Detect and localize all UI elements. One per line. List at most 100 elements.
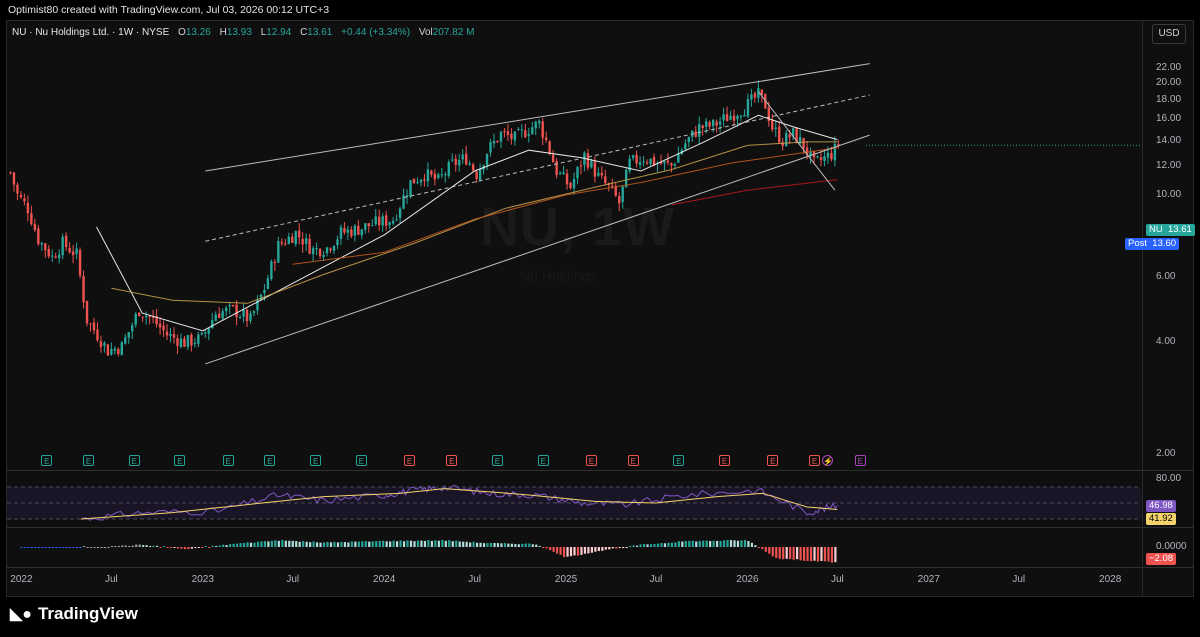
macd-histogram-bar <box>169 547 173 548</box>
earnings-icon[interactable]: E <box>673 455 685 466</box>
candle-body <box>378 216 381 226</box>
candle-body <box>475 171 478 180</box>
bolt-icon[interactable]: ⚡ <box>821 455 833 466</box>
macd-histogram-bar <box>347 542 350 547</box>
earnings-icon[interactable]: E <box>310 455 322 466</box>
macd-histogram-bar <box>500 543 503 547</box>
future-earnings-icon[interactable]: E <box>854 455 866 466</box>
candle-body <box>329 248 332 251</box>
macd-histogram-bar <box>305 541 308 547</box>
legend-symbol[interactable]: NU · Nu Holdings Ltd. · 1W · NYSE <box>12 27 170 38</box>
macd-histogram-bar <box>448 540 451 547</box>
candle-body <box>437 174 440 178</box>
candle-body <box>318 248 322 257</box>
candle-body <box>106 344 110 356</box>
candle-body <box>162 325 165 331</box>
earnings-icon[interactable]: E <box>83 455 95 466</box>
macd-histogram-bar <box>559 547 562 555</box>
macd-histogram-bar <box>336 542 340 547</box>
candle-body <box>381 216 384 226</box>
macd-histogram-bar <box>322 542 326 547</box>
macd-histogram-bar <box>385 541 388 547</box>
macd-histogram-bar <box>114 546 117 547</box>
candle-body <box>562 172 565 175</box>
time-axis-label: Jul <box>286 574 300 585</box>
rsi-pane-separator[interactable] <box>6 470 1194 471</box>
macd-histogram-bar <box>517 544 520 547</box>
macd-histogram-bar <box>528 543 531 547</box>
macd-histogram-bar <box>597 547 600 552</box>
macd-histogram-bar <box>58 547 61 548</box>
earnings-icon[interactable]: E <box>446 455 458 466</box>
macd-histogram-bar <box>281 539 284 547</box>
macd-histogram-bar <box>622 547 625 548</box>
candle-body <box>819 157 823 161</box>
earnings-icon[interactable]: E <box>719 455 731 466</box>
nu-badge-value: 13.61 <box>1168 224 1192 235</box>
macd-histogram-bar <box>789 547 792 560</box>
macd-histogram-bar <box>378 540 381 547</box>
macd-histogram-bar <box>100 547 103 548</box>
currency-button[interactable]: USD <box>1152 24 1186 44</box>
earnings-icon[interactable]: E <box>491 455 503 466</box>
candle-body <box>141 316 144 318</box>
earnings-icon[interactable]: E <box>174 455 186 466</box>
candle-body <box>722 114 725 121</box>
macd-histogram-bar <box>736 540 740 547</box>
price-axis-label: 18.00 <box>1156 94 1182 106</box>
macd-histogram-bar <box>37 547 40 548</box>
candle-body <box>134 313 137 325</box>
candle-body <box>614 186 617 196</box>
macd-histogram-bar <box>277 540 280 547</box>
macd-histogram-bar <box>618 547 621 548</box>
earnings-icon[interactable]: E <box>809 455 821 466</box>
candle-body <box>231 305 235 307</box>
macd-histogram-bar <box>538 546 541 547</box>
macd-histogram-bar <box>30 547 33 548</box>
earnings-icon[interactable]: E <box>404 455 416 466</box>
macd-histogram-bar <box>23 547 27 548</box>
macd-histogram-bar <box>802 547 806 561</box>
earnings-icon[interactable]: E <box>585 455 597 466</box>
candle-body <box>729 115 732 120</box>
macd-histogram-bar <box>142 545 145 547</box>
earnings-icon[interactable]: E <box>767 455 779 466</box>
macd-histogram-bar <box>639 544 642 547</box>
candle-body <box>259 294 263 300</box>
macd-histogram-bar <box>455 540 458 547</box>
candle-body <box>298 230 301 238</box>
macd-pane-separator[interactable] <box>6 527 1194 528</box>
macd-histogram-bar <box>670 542 673 547</box>
candle-body <box>47 248 50 257</box>
symbol-legend[interactable]: NU · Nu Holdings Ltd. · 1W · NYSE O13.26… <box>12 27 474 38</box>
candle-body <box>454 158 457 165</box>
candle-body <box>551 154 555 163</box>
macd-histogram-bar <box>406 540 409 547</box>
macd-histogram-bar <box>705 540 708 547</box>
macd-histogram-bar <box>684 540 687 547</box>
macd-histogram-bar <box>162 546 166 547</box>
macd-histogram-bar <box>726 540 729 547</box>
candle-body <box>520 129 524 131</box>
candle-body <box>186 335 190 347</box>
candle-body <box>544 137 548 140</box>
macd-axis-label: 0.0000 <box>1156 541 1187 552</box>
earnings-icon[interactable]: E <box>128 455 140 466</box>
macd-histogram-bar <box>235 543 239 547</box>
macd-histogram-bar <box>493 542 496 547</box>
candle-body <box>778 126 781 143</box>
earnings-icon[interactable]: E <box>627 455 639 466</box>
macd-histogram-bar <box>660 542 663 547</box>
candle-body <box>687 137 690 143</box>
earnings-icon[interactable]: E <box>537 455 549 466</box>
earnings-icon[interactable]: E <box>355 455 367 466</box>
macd-histogram-bar <box>827 547 830 562</box>
price-axis-separator <box>1142 20 1143 597</box>
rsi-ma-line <box>81 488 838 520</box>
earnings-icon[interactable]: E <box>264 455 276 466</box>
earnings-icon[interactable]: E <box>41 455 53 466</box>
rsi-value-badge: 46.98 <box>1146 500 1176 512</box>
tradingview-logo[interactable]: ◣● TradingView <box>10 604 138 624</box>
earnings-icon[interactable]: E <box>222 455 234 466</box>
